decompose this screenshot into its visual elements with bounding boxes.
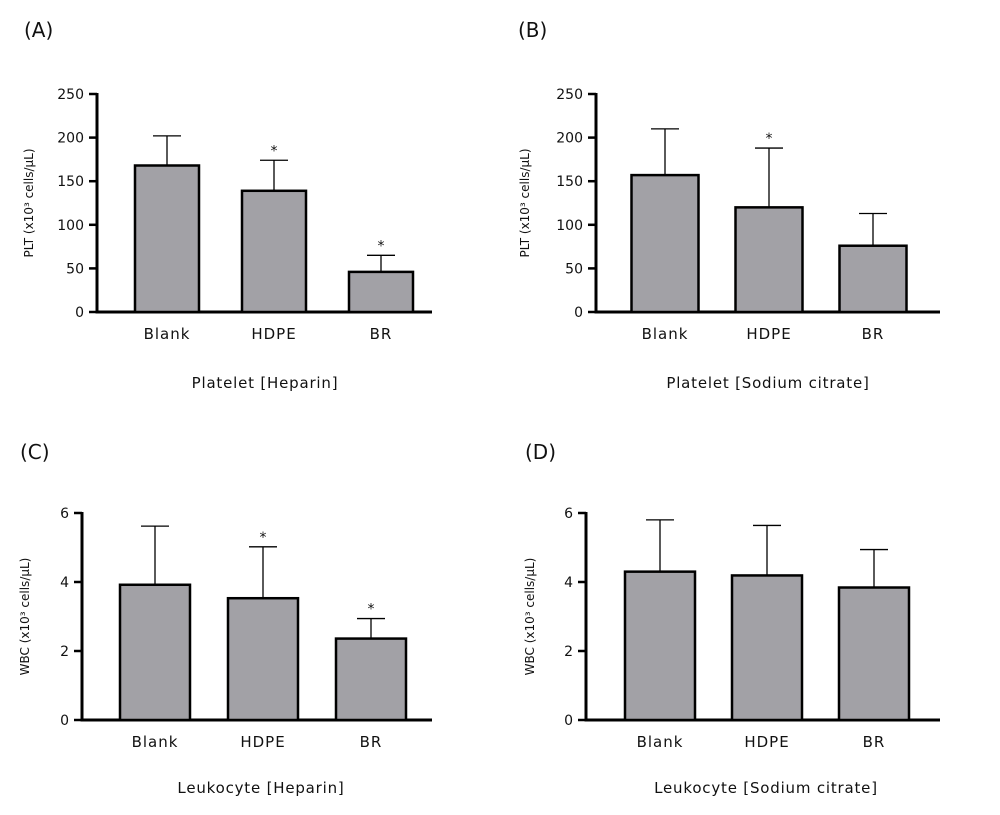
y-tick-label: 2 — [564, 644, 573, 660]
x-tick-label: Blank — [144, 325, 191, 343]
y-tick-label: 50 — [66, 261, 84, 277]
significance-marker: * — [368, 602, 375, 618]
significance-marker: * — [766, 131, 773, 147]
x-tick-label: BR — [862, 325, 885, 343]
bar — [838, 244, 908, 314]
significance-marker: * — [378, 238, 385, 254]
bar — [118, 583, 192, 722]
panel-label: (B) — [518, 18, 547, 42]
x-tick-label: HDPE — [744, 733, 789, 751]
significance-marker: * — [260, 530, 267, 546]
x-tick-label: Blank — [637, 733, 684, 751]
y-tick-label: 2 — [60, 644, 69, 660]
x-tick-label: BR — [360, 733, 383, 751]
y-tick-label: 100 — [57, 218, 84, 234]
y-axis-title: PLT (x10³ cells/μL) — [22, 148, 36, 257]
y-tick-label: 100 — [556, 218, 583, 234]
y-tick-label: 0 — [564, 713, 573, 729]
y-tick-label: 4 — [564, 575, 573, 591]
x-tick-label: HDPE — [251, 325, 296, 343]
x-tick-label: HDPE — [240, 733, 285, 751]
panel-label: (D) — [525, 440, 556, 464]
x-axis-title: Platelet [Sodium citrate] — [666, 374, 869, 392]
y-tick-label: 0 — [75, 305, 84, 321]
y-axis-title: WBC (x10³ cells/μL) — [18, 558, 32, 676]
y-axis-title: WBC (x10³ cells/μL) — [523, 558, 537, 676]
y-tick-label: 0 — [60, 713, 69, 729]
y-tick-label: 200 — [556, 131, 583, 147]
bar — [630, 173, 700, 314]
y-tick-label: 150 — [57, 174, 84, 190]
x-tick-label: Blank — [642, 325, 689, 343]
bar — [347, 270, 415, 314]
y-tick-label: 6 — [564, 506, 573, 522]
panel-label: (A) — [24, 18, 53, 42]
y-tick-label: 150 — [556, 174, 583, 190]
y-axis-title: PLT (x10³ cells/μL) — [518, 148, 532, 257]
y-tick-label: 0 — [574, 305, 583, 321]
x-axis-title: Leukocyte [Sodium citrate] — [654, 779, 878, 797]
significance-marker: * — [271, 143, 278, 159]
chart-panel-d: (D) 0 2 4 6 WBC (x10³ cells/μL) Blank HDPE BR Leu… — [523, 440, 940, 797]
chart-panel-b: (B) 0 50 100 150 200 250 PLT (x10³ cells/μL) Bla… — [518, 18, 940, 392]
y-tick-label: 250 — [556, 87, 583, 103]
bar — [240, 189, 308, 314]
x-tick-label: BR — [863, 733, 886, 751]
x-tick-label: Blank — [132, 733, 179, 751]
y-tick-label: 200 — [57, 131, 84, 147]
x-tick-label: HDPE — [746, 325, 791, 343]
bar — [734, 206, 804, 314]
panel-label: (C) — [20, 440, 50, 464]
y-tick-label: 250 — [57, 87, 84, 103]
bar — [730, 574, 804, 722]
x-tick-label: BR — [370, 325, 393, 343]
x-axis-title: Platelet [Heparin] — [192, 374, 339, 392]
bar — [837, 586, 911, 722]
x-axis-title: Leukocyte [Heparin] — [177, 779, 344, 797]
bar — [226, 596, 300, 722]
chart-panel-a: (A) 0 50 100 150 200 250 PLT (x10³ cells/μL) Bla… — [22, 18, 432, 392]
bar — [334, 637, 408, 722]
y-tick-label: 50 — [565, 261, 583, 277]
chart-panel-c: (C) 0 2 4 6 WBC (x10³ cells/μL) Blank * HDPE * BR L… — [18, 440, 432, 797]
bar — [623, 570, 697, 722]
y-tick-label: 6 — [60, 506, 69, 522]
bar — [133, 164, 201, 314]
y-tick-label: 4 — [60, 575, 69, 591]
